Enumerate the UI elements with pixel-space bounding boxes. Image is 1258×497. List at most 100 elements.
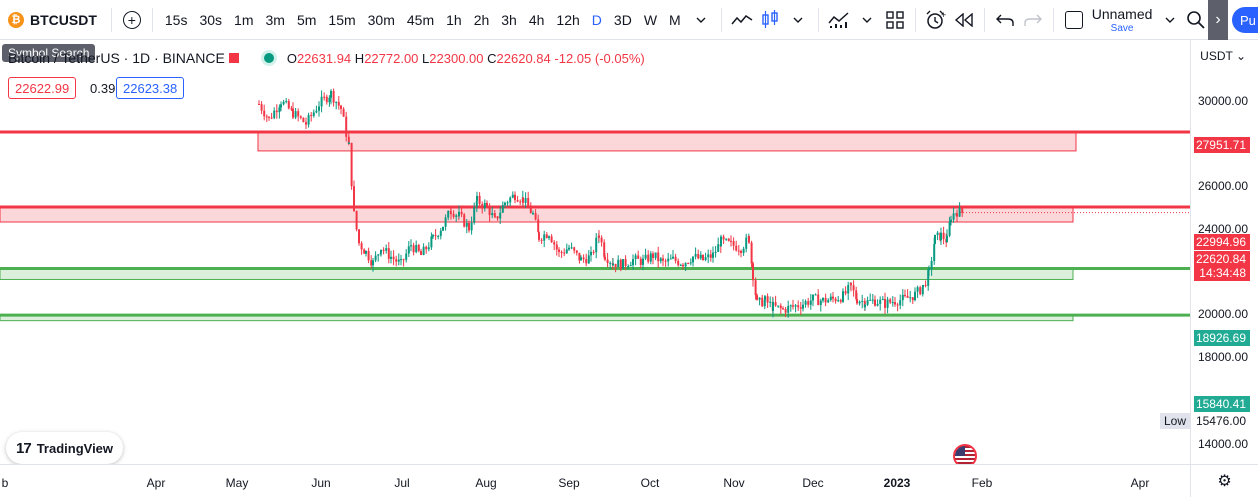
interval-2h-button[interactable]: 2h	[473, 11, 490, 28]
bar-style-candles-button[interactable]	[756, 0, 784, 40]
candle-body	[460, 211, 463, 215]
interval-3h-button[interactable]: 3h	[501, 11, 517, 28]
currency-label[interactable]: USDT ⌄	[1200, 49, 1246, 63]
interval-30s-button[interactable]: 30s	[199, 11, 223, 28]
undo-button[interactable]	[991, 0, 1019, 40]
candle-body	[928, 269, 930, 271]
replay-button[interactable]	[950, 0, 978, 40]
candle-body	[687, 262, 690, 264]
candle-body	[568, 247, 570, 250]
candle-body	[624, 259, 627, 267]
candle-body	[933, 244, 936, 261]
candle-body	[516, 200, 519, 202]
ohlc-values: O22631.94 H22772.00 L22300.00 C22620.84 …	[287, 51, 645, 66]
candle-body	[958, 207, 961, 217]
candle-body	[501, 205, 504, 213]
price-axis[interactable]: USDT ⌄ 30000.00 26000.00 24000.00 20000.…	[1190, 40, 1258, 464]
candle-body	[563, 252, 566, 254]
candle-body	[265, 116, 268, 118]
layout-dropdown-button[interactable]	[1156, 0, 1184, 40]
candle-body	[582, 257, 585, 260]
candle-body	[392, 256, 395, 260]
publish-label: Pu	[1240, 12, 1256, 28]
candle-body	[330, 90, 332, 98]
tradingview-logo[interactable]: 17 TradingView	[6, 432, 124, 464]
interval-12h-button[interactable]: 12h	[556, 11, 580, 28]
interval-w-button[interactable]: W	[643, 11, 658, 28]
price-chart[interactable]	[0, 40, 1190, 464]
layout-name-button[interactable]: Unnamed Save	[1092, 6, 1153, 34]
candle-body	[537, 219, 540, 233]
market-open-icon	[260, 50, 277, 66]
candle-body	[604, 256, 606, 260]
sell-price-button[interactable]: 22622.99	[8, 77, 77, 99]
candle-body	[725, 238, 728, 240]
candle-body	[294, 111, 297, 118]
symbol-search-button[interactable]: ₿ BTCUSDT	[0, 0, 105, 40]
indicators-button[interactable]	[825, 0, 853, 40]
candle-body	[380, 249, 382, 253]
candle-body	[565, 249, 568, 254]
candle-body	[924, 284, 927, 286]
interval-4h-button[interactable]: 4h	[528, 11, 545, 28]
tradingview-wordmark: TradingView	[36, 440, 114, 456]
interval-d-button[interactable]: D	[591, 11, 602, 28]
candle-body	[527, 198, 530, 207]
redo-button[interactable]	[1019, 0, 1047, 40]
time-axis[interactable]: b Apr May Jun Jul Aug Sep Oct Nov Dec 20…	[0, 464, 1190, 497]
compare-add-button[interactable]: +	[118, 0, 146, 40]
interval-5m-button[interactable]: 5m	[296, 11, 317, 28]
candle-body	[871, 299, 874, 301]
candle-body	[540, 239, 543, 241]
candle-body	[730, 240, 732, 242]
interval-30m-button[interactable]: 30m	[367, 11, 395, 28]
candle-body	[395, 259, 398, 262]
bar-style-dropdown-button[interactable]	[784, 0, 812, 40]
candle-body	[310, 114, 313, 116]
candle-body	[345, 116, 348, 137]
undo-icon	[995, 14, 1014, 26]
candle-body	[437, 235, 440, 237]
last-price-tag: 22620.84	[1194, 251, 1250, 267]
interval-3m-button[interactable]: 3m	[265, 11, 285, 28]
interval-15m-button[interactable]: 15m	[328, 11, 356, 28]
candle-body	[702, 254, 704, 260]
bar-style-line-button[interactable]	[728, 0, 756, 40]
candle-body	[914, 291, 916, 301]
candle-body	[677, 260, 680, 266]
candle-body	[672, 256, 674, 259]
open-value: 22631.94	[296, 50, 352, 66]
interval-15s-button[interactable]: 15s	[164, 11, 188, 28]
alert-button[interactable]: +	[922, 0, 950, 40]
search-icon	[1187, 10, 1205, 29]
interval-1m-button[interactable]: 1m	[234, 11, 254, 28]
candle-body	[822, 297, 824, 301]
chart-settings-button[interactable]: ⚙	[1190, 464, 1258, 497]
interval-1h-button[interactable]: 1h	[446, 11, 462, 28]
candle-body	[891, 302, 894, 304]
chart-pane[interactable]	[0, 40, 1190, 464]
toolbar-scroll-right-button[interactable]: ›	[1208, 0, 1228, 40]
candle-body	[476, 195, 478, 201]
publish-button[interactable]: Pu	[1232, 7, 1258, 33]
candle-body	[268, 116, 270, 118]
templates-button[interactable]	[881, 0, 909, 40]
interval-m-button[interactable]: M	[669, 11, 681, 28]
quick-search-button[interactable]	[1182, 0, 1210, 40]
indicators-dropdown-button[interactable]	[853, 0, 881, 40]
candle-body	[834, 298, 837, 302]
layout-select-checkbox[interactable]	[1060, 0, 1088, 40]
candle-body	[644, 254, 647, 259]
candle-body	[679, 264, 682, 266]
interval-45m-button[interactable]: 45m	[406, 11, 435, 28]
toolbar-divider	[983, 7, 985, 32]
tradingview-icon: 17	[16, 439, 32, 457]
intervals-dropdown-button[interactable]	[687, 0, 715, 40]
candle-body	[432, 235, 434, 237]
interval-3d-button[interactable]: 3D	[613, 11, 632, 28]
candle-body	[779, 305, 782, 309]
time-tick: May	[225, 476, 249, 490]
plus-circle-icon: +	[122, 10, 141, 29]
buy-price-button[interactable]: 22623.38	[116, 77, 185, 99]
candle-body	[817, 294, 820, 306]
